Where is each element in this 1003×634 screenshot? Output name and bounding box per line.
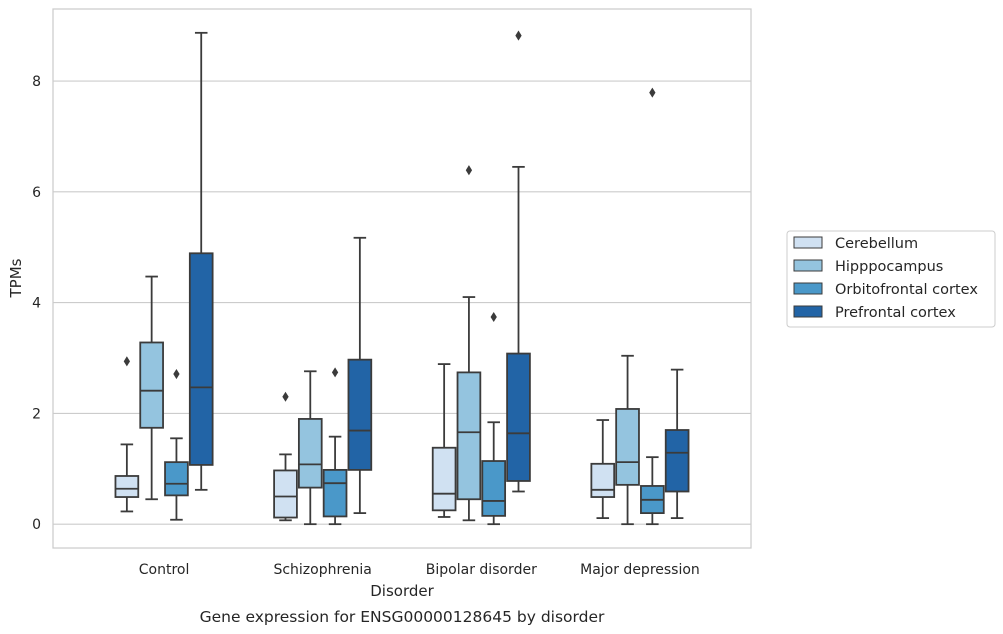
- legend-label: Orbitofrontal cortex: [835, 282, 978, 298]
- plot-frame: [52, 8, 752, 549]
- box-orbitofrontal-cortex-1: [322, 367, 348, 526]
- box-orbitofrontal-cortex-2: [481, 311, 507, 526]
- box-iqr: [188, 252, 214, 466]
- y-axis-label: TPMs: [7, 258, 25, 298]
- x-axis-label: Disorder: [370, 582, 434, 600]
- box-iqr: [322, 468, 348, 518]
- box-hipppocampus-0: [139, 275, 164, 501]
- box-orbitofrontal-cortex-3: [640, 87, 665, 526]
- box-iqr: [114, 475, 140, 498]
- outlier-point: [490, 311, 497, 323]
- outlier-point: [331, 367, 339, 378]
- y-tick-label: 2: [32, 406, 41, 422]
- legend-swatch-orbitofrontal-cortex: [793, 282, 823, 295]
- box-iqr: [164, 461, 189, 497]
- box-prefrontal-cortex-1: [347, 236, 373, 515]
- x-tick-label: Control: [139, 562, 190, 578]
- legend-swatch-prefrontal-cortex: [793, 305, 823, 318]
- box-iqr: [273, 469, 298, 519]
- box-iqr: [506, 352, 531, 482]
- x-tick-label: Schizophrenia: [273, 562, 371, 578]
- box-cerebellum-0: [114, 356, 140, 513]
- box-iqr: [481, 460, 507, 517]
- box-cerebellum-2: [431, 363, 457, 518]
- box-iqr: [615, 408, 640, 486]
- box-orbitofrontal-cortex-0: [164, 369, 189, 521]
- box-prefrontal-cortex-3: [664, 368, 690, 519]
- box-iqr: [664, 429, 690, 493]
- legend-label: Cerebellum: [835, 236, 918, 252]
- x-tick-labels: Control Schizophrenia Bipolar disorder Majo…: [139, 562, 700, 578]
- outlier-point: [282, 391, 289, 402]
- legend-label: Prefrontal cortex: [835, 305, 956, 321]
- outlier-point: [173, 369, 180, 380]
- y-tick-label: 6: [32, 185, 41, 201]
- outlier-point: [123, 356, 131, 367]
- box-iqr: [590, 462, 616, 498]
- box-prefrontal-cortex-0: [188, 31, 214, 491]
- box-iqr: [347, 358, 373, 471]
- box-iqr: [297, 418, 323, 489]
- box-iqr: [139, 341, 164, 429]
- legend-swatch-cerebellum: [793, 236, 823, 249]
- y-tick-label: 4: [32, 296, 41, 312]
- box-prefrontal-cortex-2: [506, 30, 531, 493]
- box-hipppocampus-3: [615, 354, 640, 526]
- legend: Cerebellum Hipppocampus Orbitofrontal cort…: [786, 230, 996, 328]
- legend-swatch-hipppocampus: [793, 259, 823, 272]
- box-groups: [114, 30, 690, 526]
- box-hipppocampus-1: [297, 370, 323, 526]
- y-tick-label: 0: [32, 517, 41, 533]
- y-tick-labels: 0 2 4 6 8: [32, 74, 41, 533]
- legend-label: Hipppocampus: [835, 259, 943, 275]
- chart-caption: Gene expression for ENSG00000128645 by d…: [200, 608, 605, 626]
- box-cerebellum-1: [273, 391, 298, 522]
- box-iqr: [456, 371, 482, 501]
- x-tick-label: Major depression: [580, 562, 700, 578]
- legend-frame: [786, 230, 996, 328]
- outlier-point: [515, 30, 522, 41]
- box-cerebellum-3: [590, 419, 616, 519]
- outlier-point: [465, 165, 473, 176]
- outlier-point: [649, 87, 656, 98]
- box-hipppocampus-2: [456, 165, 482, 522]
- x-tick-label: Bipolar disorder: [426, 562, 537, 578]
- y-tick-label: 8: [32, 74, 41, 90]
- box-iqr: [431, 446, 457, 512]
